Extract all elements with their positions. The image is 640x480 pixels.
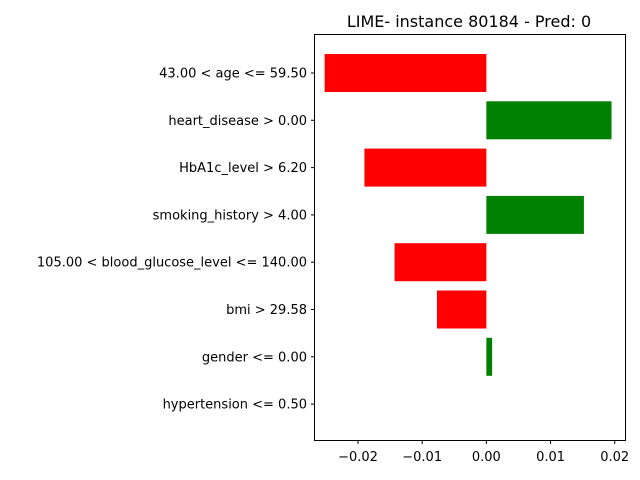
y-tick-label-0: 43.00 < age <= 59.50 <box>159 67 307 82</box>
y-tick-label-3: smoking_history > 4.00 <box>153 208 307 223</box>
bar-2 <box>364 148 487 187</box>
y-tick-label-7: hypertension <= 0.50 <box>163 398 307 413</box>
y-tick-label-4: 105.00 < blood_glucose_level <= 140.00 <box>37 256 307 271</box>
y-tick-label-5: bmi > 29.58 <box>226 303 307 318</box>
y-tick-label-6: gender <= 0.00 <box>202 350 307 365</box>
x-tick-label-1: −0.01 <box>402 450 442 465</box>
y-tick-labels: 43.00 < age <= 59.50 heart_disease > 0.00… <box>37 67 315 413</box>
bar-4 <box>394 243 487 282</box>
plot-frame <box>314 34 626 441</box>
x-tick-label-0: −0.02 <box>338 450 378 465</box>
bar-6 <box>486 337 493 376</box>
y-tick-label-2: HbA1c_level > 6.20 <box>179 161 307 176</box>
x-tick-label-4: 0.02 <box>600 450 629 465</box>
chart-title: LIME- instance 80184 - Pred: 0 <box>347 12 591 31</box>
x-tick-label-3: 0.01 <box>536 450 565 465</box>
x-tick-label-2: 0.00 <box>472 450 501 465</box>
bars-group <box>324 54 612 376</box>
bar-3 <box>486 195 584 234</box>
bar-5 <box>436 290 487 329</box>
y-tick-label-1: heart_disease > 0.00 <box>168 114 307 129</box>
bar-0 <box>324 54 487 92</box>
x-axis-ticks: −0.02 −0.01 0.00 0.01 0.02 <box>338 440 629 465</box>
bar-1 <box>486 101 612 140</box>
